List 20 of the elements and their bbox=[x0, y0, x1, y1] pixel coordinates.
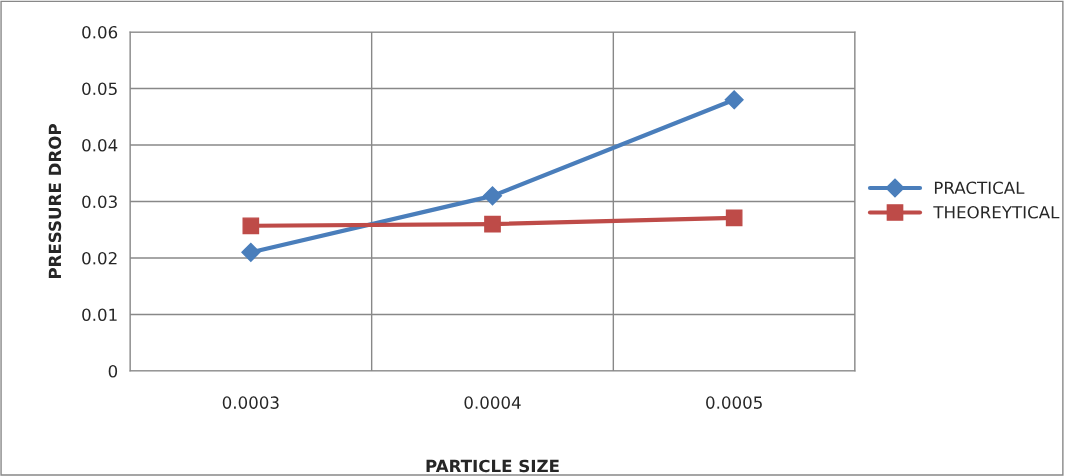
x-tick-label: 0.0005 bbox=[706, 396, 762, 409]
x-axis-title: PARTICLE SIZE bbox=[426, 459, 559, 473]
x-tick-label: 0.0003 bbox=[222, 396, 279, 409]
point bbox=[242, 217, 260, 235]
point bbox=[484, 215, 501, 233]
y-tick-label: 0.02 bbox=[82, 251, 117, 265]
y-tick-label: 0.06 bbox=[82, 25, 118, 39]
y-tick-label: 0.04 bbox=[82, 138, 118, 152]
y-tick-label: 0.03 bbox=[82, 195, 117, 209]
point bbox=[241, 242, 261, 262]
point bbox=[482, 186, 503, 206]
y-tick-label: 0 bbox=[108, 364, 118, 378]
point bbox=[725, 209, 743, 227]
legend-label: PRACTICAL bbox=[934, 181, 1025, 195]
y-tick-label: 0.01 bbox=[82, 308, 117, 322]
point bbox=[724, 90, 744, 110]
x-tick-label: 0.0004 bbox=[464, 396, 521, 409]
y-axis-title: PRESSURE DROP bbox=[48, 124, 62, 279]
y-tick-label: 0.05 bbox=[82, 82, 117, 96]
legend-label: THEOREYTICAL bbox=[933, 205, 1060, 219]
